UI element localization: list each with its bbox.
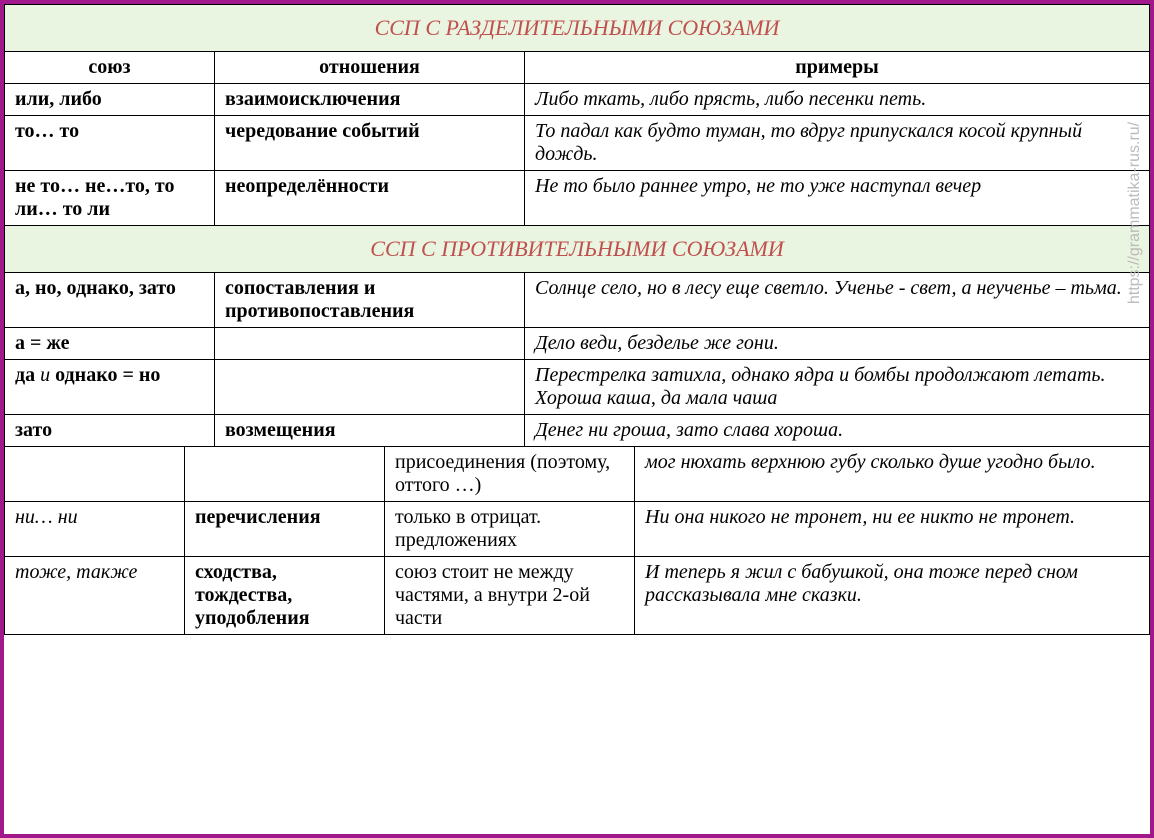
cell-conj: ни… ни	[5, 502, 185, 557]
cell-rel: возмещения	[215, 415, 525, 447]
cell-rel: взаимоисключения	[215, 84, 525, 116]
cell-conj: не то… не…то, то ли… то ли	[5, 171, 215, 226]
cell-example: Ни она никого не тронет, ни ее никто не …	[635, 502, 1150, 557]
table-row: зато возмещения Денег ни гроша, зато сла…	[5, 415, 1150, 447]
cell-rel	[215, 360, 525, 415]
col-header-conj: союз	[5, 52, 215, 84]
table-row: ни… ни перечисления только в отрицат. пр…	[5, 502, 1150, 557]
table-row: то… то чередование событий То падал как …	[5, 116, 1150, 171]
watermark-url: https://grammatika-rus.ru/	[1126, 122, 1144, 304]
cell-example: Либо ткать, либо прясть, либо песенки пе…	[525, 84, 1150, 116]
table-row: или, либо взаимоисключения Либо ткать, л…	[5, 84, 1150, 116]
cell-conj: да и однако = но	[5, 360, 215, 415]
cell-example: И теперь я жил с бабушкой, она тоже пере…	[635, 557, 1150, 635]
table-row: да и однако = но Перестрелка затихла, од…	[5, 360, 1150, 415]
cell-conj: а = же	[5, 328, 215, 360]
cell-rel	[215, 328, 525, 360]
cell-example: Не то было раннее утро, не то уже наступ…	[525, 171, 1150, 226]
table-row: присоединения (поэтому, оттого …) мог ню…	[5, 447, 1150, 502]
table-row: не то… не…то, то ли… то ли неопределённо…	[5, 171, 1150, 226]
col-header-ex: примеры	[525, 52, 1150, 84]
cell-rel: неопределённости	[215, 171, 525, 226]
table-section-1: ССП С РАЗДЕЛИТЕЛЬНЫМИ СОЮЗАМИ союз отнош…	[4, 4, 1150, 226]
cell-example: Перестрелка затихла, однако ядра и бомбы…	[525, 360, 1150, 415]
cell-rel	[185, 447, 385, 502]
section1-title: ССП С РАЗДЕЛИТЕЛЬНЫМИ СОЮЗАМИ	[5, 5, 1150, 52]
cell-rel: сопоставления и противопоставления	[215, 273, 525, 328]
cell-conj: зато	[5, 415, 215, 447]
cell-rel: чередование событий	[215, 116, 525, 171]
cell-example: Денег ни гроша, зато слава хороша.	[525, 415, 1150, 447]
cell-example: То падал как будто туман, то вдруг припу…	[525, 116, 1150, 171]
cell-note: присоединения (поэтому, оттого …)	[385, 447, 635, 502]
cell-example: мог нюхать верхнюю губу сколько душе уго…	[635, 447, 1150, 502]
table-row: тоже, также сходства, тождества, уподобл…	[5, 557, 1150, 635]
cell-conj: а, но, однако, зато	[5, 273, 215, 328]
cell-example: Дело веди, безделье же гони.	[525, 328, 1150, 360]
cell-rel: перечисления	[185, 502, 385, 557]
cell-conj: тоже, также	[5, 557, 185, 635]
col-header-rel: отношения	[215, 52, 525, 84]
cell-conj	[5, 447, 185, 502]
cell-note: союз стоит не между частями, а внутри 2-…	[385, 557, 635, 635]
cell-example: Солнце село, но в лесу еще светло. Учень…	[525, 273, 1150, 328]
table-section-2: ССП С ПРОТИВИТЕЛЬНЫМИ СОЮЗАМИ а, но, одн…	[4, 225, 1150, 447]
cell-rel: сходства, тождества, уподобления	[185, 557, 385, 635]
cell-conj: то… то	[5, 116, 215, 171]
table-row: а = же Дело веди, безделье же гони.	[5, 328, 1150, 360]
table-row: а, но, однако, зато сопоставления и прот…	[5, 273, 1150, 328]
section2-title: ССП С ПРОТИВИТЕЛЬНЫМИ СОЮЗАМИ	[5, 226, 1150, 273]
page-frame: https://grammatika-rus.ru/ ССП С РАЗДЕЛИ…	[0, 0, 1154, 838]
cell-conj: или, либо	[5, 84, 215, 116]
table-section-3: присоединения (поэтому, оттого …) мог ню…	[4, 446, 1150, 635]
cell-note: только в отрицат. предложениях	[385, 502, 635, 557]
